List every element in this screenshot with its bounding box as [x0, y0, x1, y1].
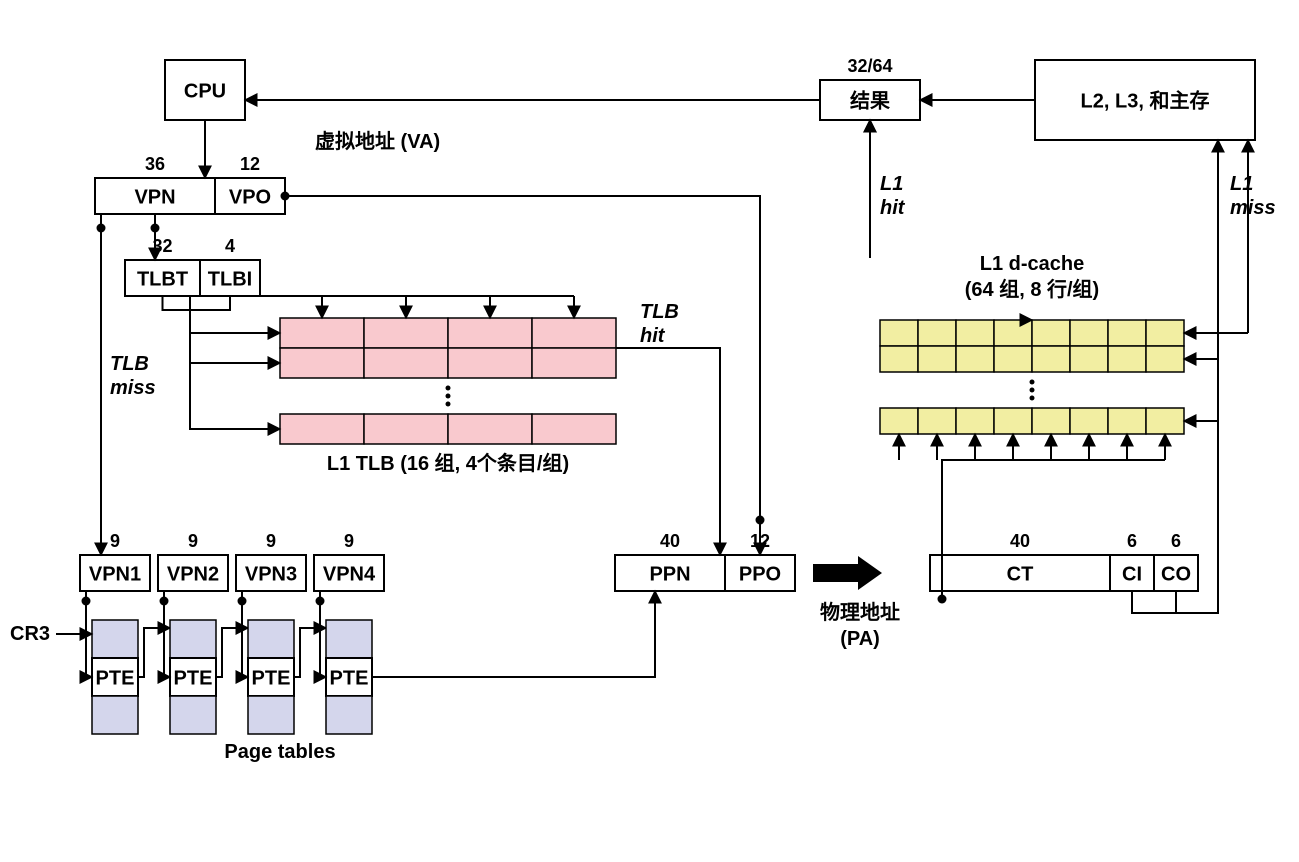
tlb-hit-label2: hit — [640, 325, 666, 347]
cache-cell — [1032, 320, 1070, 346]
tlb-cell — [532, 318, 616, 348]
vpn-level-label: VPN3 — [245, 563, 297, 585]
tlb-cell — [280, 318, 364, 348]
pt-cell — [92, 696, 138, 734]
pt-cell — [326, 620, 372, 658]
l1-hit-label: L1 — [880, 173, 903, 195]
cache-cell — [994, 320, 1032, 346]
cache-cell — [918, 320, 956, 346]
cache-cell — [994, 408, 1032, 434]
cache-cell — [1108, 408, 1146, 434]
cache-cell — [1032, 408, 1070, 434]
vpn-level-label: VPN1 — [89, 563, 141, 585]
co-label: CO — [1161, 563, 1191, 585]
tlb-cell — [448, 348, 532, 378]
tlbi-bits: 4 — [225, 236, 235, 256]
cache-cell — [1032, 346, 1070, 372]
cache-cell — [1070, 408, 1108, 434]
cache-cell — [956, 408, 994, 434]
tlb-cell — [364, 414, 448, 444]
vpn-level-bits: 9 — [188, 531, 198, 551]
cache-cell — [994, 346, 1032, 372]
tlb-cell — [364, 348, 448, 378]
ci-bits: 6 — [1127, 531, 1137, 551]
cache-title2: (64 组, 8 行/组) — [965, 277, 1099, 301]
ppo-label: PPO — [739, 563, 781, 585]
cache-cell — [1146, 346, 1184, 372]
vpn-bits: 36 — [145, 154, 165, 174]
l1-miss-label2: miss — [1230, 197, 1276, 219]
cache-cell — [880, 320, 918, 346]
vpn-level-label: VPN4 — [323, 563, 376, 585]
cache-cell — [918, 408, 956, 434]
vpn-level-bits: 9 — [344, 531, 354, 551]
page-tables-caption: Page tables — [224, 741, 335, 763]
vpn-level-bits: 9 — [110, 531, 120, 551]
cr3-label: CR3 — [10, 623, 50, 645]
pa-arrow — [813, 556, 882, 590]
ct-bits: 40 — [1010, 531, 1030, 551]
pa-label2: (PA) — [840, 628, 880, 650]
cache-cell — [1070, 346, 1108, 372]
memory-label: L2, L3, 和主存 — [1081, 88, 1210, 112]
tlb-cell — [532, 414, 616, 444]
cache-cell — [1108, 346, 1146, 372]
result-label: 结果 — [850, 88, 890, 112]
tlbt-label: TLBT — [137, 268, 188, 290]
vpn-label: VPN — [134, 186, 175, 208]
l1-hit-label2: hit — [880, 197, 906, 219]
pte-label: PTE — [96, 667, 135, 689]
pt-cell — [326, 696, 372, 734]
cache-cell — [918, 346, 956, 372]
cache-cell — [1146, 408, 1184, 434]
cache-cell — [880, 408, 918, 434]
tlb-cell — [280, 348, 364, 378]
cpu-label: CPU — [184, 80, 226, 102]
vpo-label: VPO — [229, 186, 271, 208]
tlb-miss-label2: miss — [110, 377, 156, 399]
cache-title: L1 d-cache — [980, 253, 1084, 275]
l1-miss-label: L1 — [1230, 173, 1253, 195]
pt-cell — [170, 620, 216, 658]
vpn-level-bits: 9 — [266, 531, 276, 551]
cache-cell — [1146, 320, 1184, 346]
pte-label: PTE — [330, 667, 369, 689]
pt-cell — [248, 696, 294, 734]
pt-cell — [170, 696, 216, 734]
vpn-level-label: VPN2 — [167, 563, 219, 585]
tlb-caption: L1 TLB (16 组, 4个条目/组) — [327, 451, 569, 475]
ct-label: CT — [1007, 563, 1034, 585]
tlb-miss-label: TLB — [110, 353, 149, 375]
pt-cell — [248, 620, 294, 658]
ci-label: CI — [1122, 563, 1142, 585]
tlbi-label: TLBI — [208, 268, 252, 290]
pt-cell — [92, 620, 138, 658]
ppn-bits: 40 — [660, 531, 680, 551]
tlb-cell — [280, 414, 364, 444]
tlb-cell — [448, 318, 532, 348]
pte-label: PTE — [174, 667, 213, 689]
result-bits: 32/64 — [847, 56, 892, 76]
pte-label: PTE — [252, 667, 291, 689]
cache-cell — [1108, 320, 1146, 346]
cache-cell — [956, 346, 994, 372]
cache-cell — [880, 346, 918, 372]
pa-label: 物理地址 — [820, 600, 900, 624]
cache-cell — [956, 320, 994, 346]
tlb-cell — [364, 318, 448, 348]
cache-cell — [1070, 320, 1108, 346]
co-bits: 6 — [1171, 531, 1181, 551]
va-label: 虚拟地址 (VA) — [315, 129, 440, 153]
vpo-bits: 12 — [240, 154, 260, 174]
ppn-label: PPN — [649, 563, 690, 585]
tlb-cell — [532, 348, 616, 378]
tlb-hit-label: TLB — [640, 301, 679, 323]
tlb-cell — [448, 414, 532, 444]
